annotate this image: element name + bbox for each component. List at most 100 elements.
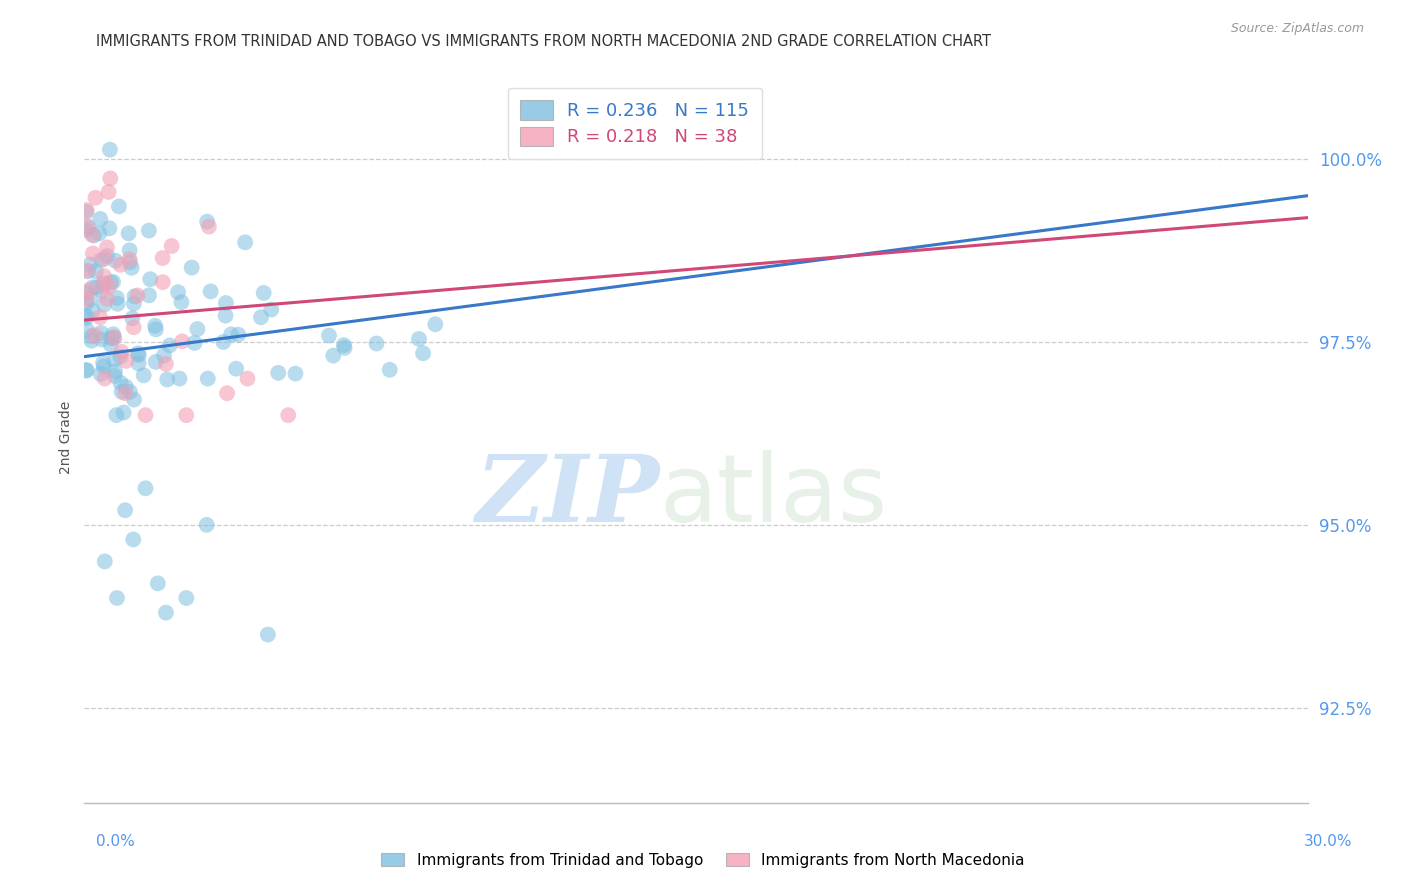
Point bbox=[75, 364, 97, 378]
Point bbox=[111, 384, 134, 399]
Point bbox=[77, 264, 100, 278]
Point bbox=[250, 310, 273, 325]
Point bbox=[75, 295, 97, 310]
Point bbox=[118, 255, 141, 269]
Text: atlas: atlas bbox=[659, 450, 887, 541]
Point bbox=[132, 368, 155, 383]
Point bbox=[138, 288, 160, 302]
Point bbox=[121, 260, 143, 275]
Text: Source: ZipAtlas.com: Source: ZipAtlas.com bbox=[1230, 22, 1364, 36]
Point bbox=[124, 289, 146, 303]
Point bbox=[82, 280, 104, 294]
Point bbox=[152, 251, 174, 265]
Point bbox=[128, 356, 150, 370]
Text: 0.0%: 0.0% bbox=[96, 834, 135, 848]
Point bbox=[186, 322, 208, 336]
Point bbox=[83, 328, 105, 343]
Point bbox=[284, 367, 307, 381]
Point bbox=[80, 329, 103, 343]
Point bbox=[89, 310, 111, 325]
Point bbox=[98, 221, 121, 235]
Point bbox=[103, 327, 125, 342]
Point bbox=[118, 252, 141, 267]
Point bbox=[174, 591, 197, 605]
Point bbox=[253, 285, 276, 300]
Point bbox=[121, 311, 143, 326]
Point bbox=[79, 257, 101, 271]
Point bbox=[200, 285, 222, 299]
Point bbox=[93, 359, 115, 374]
Point bbox=[425, 318, 447, 332]
Point bbox=[122, 296, 145, 310]
Point bbox=[236, 371, 259, 385]
Point bbox=[169, 371, 191, 385]
Point bbox=[82, 303, 104, 318]
Point bbox=[212, 334, 235, 349]
Point bbox=[100, 337, 122, 351]
Point bbox=[122, 392, 145, 407]
Point bbox=[174, 408, 197, 422]
Point bbox=[115, 380, 138, 394]
Point bbox=[260, 302, 283, 317]
Point bbox=[104, 368, 127, 383]
Point bbox=[75, 363, 97, 377]
Point bbox=[114, 386, 136, 401]
Point bbox=[76, 219, 98, 233]
Point bbox=[153, 349, 176, 363]
Point bbox=[110, 258, 132, 272]
Point bbox=[77, 220, 100, 235]
Point bbox=[180, 260, 202, 275]
Text: 30.0%: 30.0% bbox=[1305, 834, 1353, 848]
Point bbox=[98, 278, 121, 293]
Point bbox=[76, 202, 98, 217]
Point bbox=[90, 252, 112, 267]
Point bbox=[366, 336, 388, 351]
Point bbox=[135, 481, 157, 495]
Point bbox=[198, 219, 221, 234]
Point bbox=[89, 211, 111, 226]
Point bbox=[118, 384, 141, 399]
Point bbox=[93, 371, 115, 385]
Point bbox=[145, 322, 167, 336]
Point bbox=[97, 185, 120, 199]
Point bbox=[100, 331, 122, 345]
Point bbox=[80, 334, 103, 348]
Point bbox=[333, 338, 356, 352]
Point bbox=[197, 371, 219, 385]
Point bbox=[233, 235, 256, 250]
Point bbox=[105, 291, 128, 305]
Point bbox=[110, 376, 132, 390]
Point bbox=[96, 240, 118, 254]
Point bbox=[82, 227, 104, 242]
Point bbox=[90, 367, 112, 381]
Point bbox=[115, 354, 138, 368]
Point bbox=[412, 346, 434, 360]
Point bbox=[152, 275, 174, 289]
Text: ZIP: ZIP bbox=[475, 450, 659, 541]
Point bbox=[77, 283, 100, 297]
Point bbox=[225, 361, 247, 376]
Point bbox=[110, 345, 132, 359]
Point bbox=[82, 246, 104, 260]
Point bbox=[96, 292, 118, 306]
Point bbox=[104, 364, 127, 378]
Point bbox=[75, 223, 97, 237]
Point bbox=[83, 228, 105, 243]
Point bbox=[333, 341, 356, 355]
Point bbox=[76, 323, 98, 337]
Point bbox=[75, 311, 97, 326]
Point bbox=[195, 517, 218, 532]
Point bbox=[146, 576, 169, 591]
Point bbox=[114, 503, 136, 517]
Point bbox=[76, 285, 98, 300]
Point bbox=[86, 280, 108, 294]
Point bbox=[257, 627, 280, 641]
Point bbox=[214, 309, 236, 323]
Point bbox=[93, 554, 115, 568]
Point bbox=[167, 285, 190, 300]
Point bbox=[322, 349, 344, 363]
Point bbox=[318, 328, 340, 343]
Point bbox=[117, 227, 139, 241]
Point bbox=[108, 199, 131, 213]
Point bbox=[135, 408, 157, 422]
